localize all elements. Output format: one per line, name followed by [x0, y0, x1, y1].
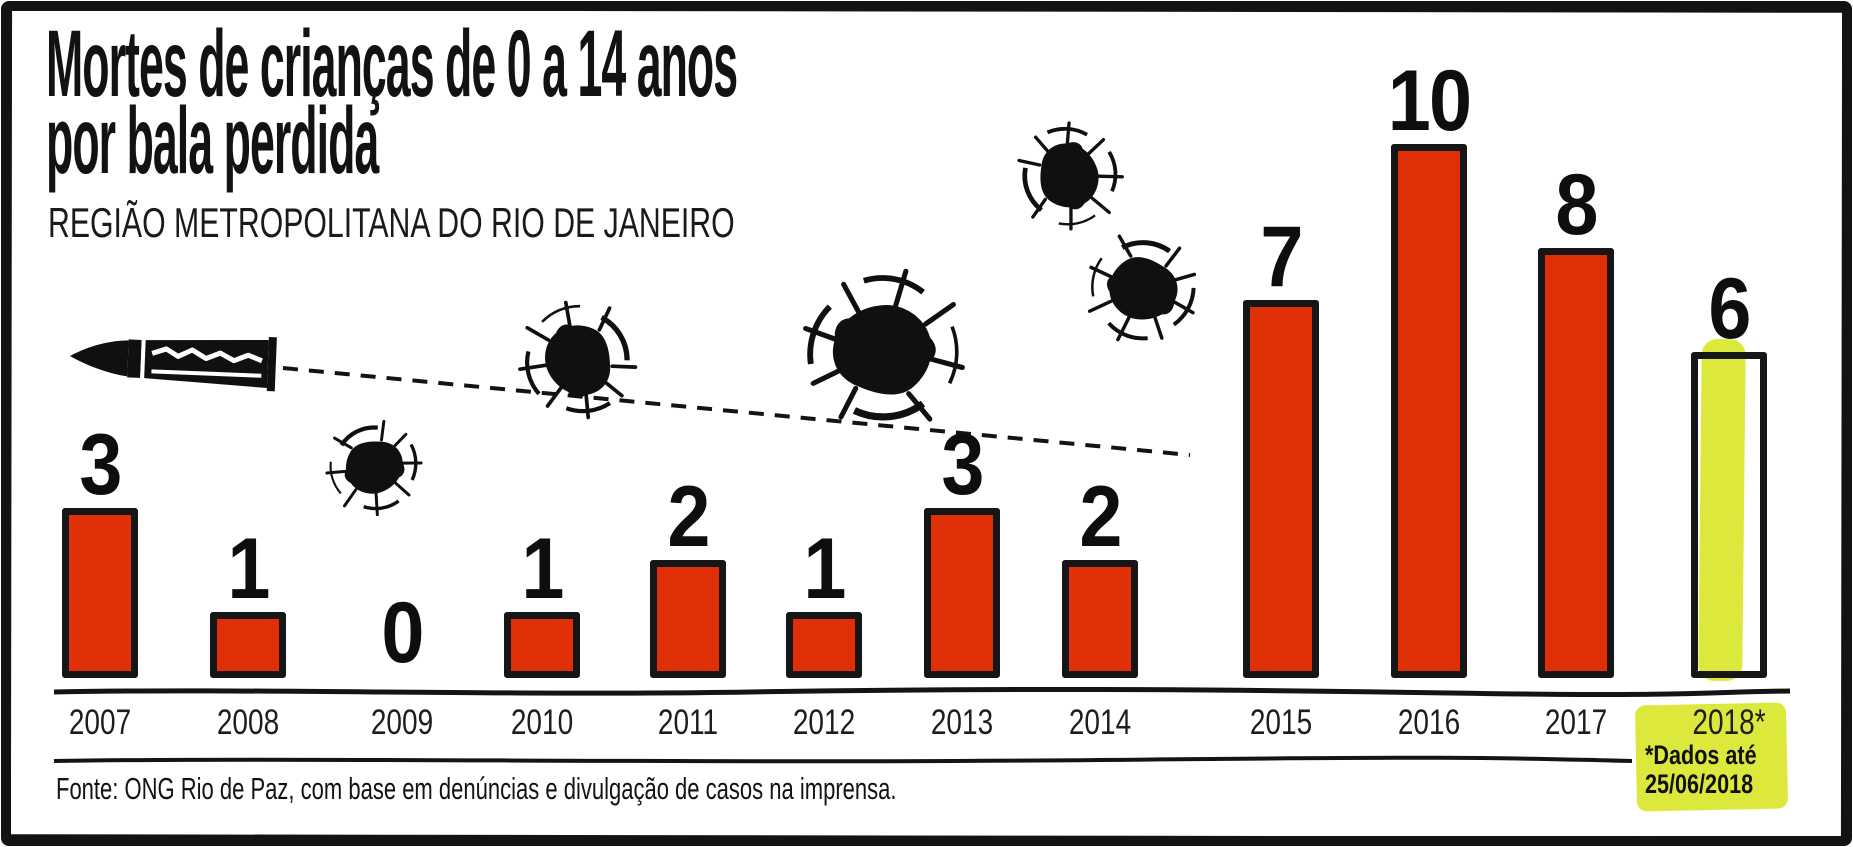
bar-2011: [650, 560, 726, 678]
bar-2016: [1391, 144, 1467, 678]
bar-value-label-2010: 1: [521, 520, 564, 617]
data-note-line2: 25/06/2018: [1645, 769, 1754, 799]
year-label-2018*: 2018*: [1692, 703, 1766, 742]
bar-2012: [786, 612, 862, 678]
bar-border: [1691, 352, 1767, 678]
page-subtitle: REGIÃO METROPOLITANA DO RIO DE JANEIRO: [48, 199, 735, 246]
bar-value-label-2007: 3: [79, 416, 122, 513]
year-label-2007: 2007: [68, 703, 132, 742]
data-note-line1: *Dados até: [1645, 740, 1757, 770]
bar-2010: [504, 612, 580, 678]
bar-value-label-2012: 1: [803, 520, 846, 617]
year-label-2008: 2008: [216, 703, 280, 742]
year-label-2017: 2017: [1544, 703, 1608, 742]
bar-value-label-2011: 2: [667, 468, 710, 565]
year-label-2011: 2011: [657, 703, 719, 742]
year-label-2012: 2012: [792, 703, 856, 742]
year-label-2013: 2013: [930, 703, 994, 742]
year-label-2016: 2016: [1397, 703, 1461, 742]
year-label-2014: 2014: [1068, 703, 1132, 742]
bar-value-label-2015: 7: [1260, 208, 1303, 305]
bar-2015: [1243, 300, 1319, 678]
page-title: Mortes de crianças de 0 a 14 anos por ba…: [46, 17, 738, 189]
bar-value-label-2008: 1: [227, 520, 270, 617]
year-label-2010: 2010: [510, 703, 574, 742]
bar-value-label-2014: 2: [1079, 468, 1122, 565]
bar-2018*: [1691, 338, 1767, 682]
year-label-2009: 2009: [370, 703, 434, 742]
source-note: Fonte: ONG Rio de Paz, com base em denún…: [56, 771, 897, 806]
bar-value-label-2013: 3: [941, 416, 984, 513]
bar-2017: [1538, 248, 1614, 678]
bar-value-label-2009: 0: [381, 584, 424, 681]
bar-2013: [924, 508, 1000, 678]
bar-2008: [210, 612, 286, 678]
bar-2007: [62, 508, 138, 678]
year-label-2015: 2015: [1249, 703, 1313, 742]
bar-value-label-2017: 8: [1555, 156, 1598, 253]
bar-2014: [1062, 560, 1138, 678]
bar-value-label-2016: 10: [1387, 52, 1472, 149]
bar-value-label-2018*: 6: [1708, 260, 1751, 357]
